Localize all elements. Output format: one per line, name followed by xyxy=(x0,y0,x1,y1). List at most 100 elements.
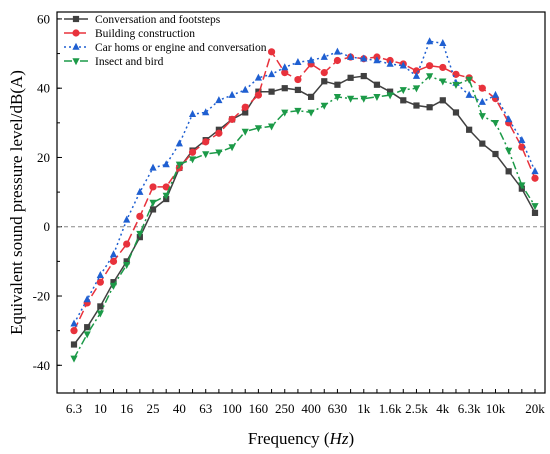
series-line xyxy=(73,75,536,345)
data-point xyxy=(426,73,434,81)
data-point xyxy=(333,47,342,55)
data-point xyxy=(294,75,302,84)
data-point xyxy=(399,61,407,69)
series-4 xyxy=(70,73,539,363)
data-point xyxy=(478,113,486,121)
data-point xyxy=(426,104,433,111)
data-point xyxy=(281,63,289,71)
data-point xyxy=(439,63,447,72)
data-point xyxy=(465,76,473,84)
data-point xyxy=(373,94,381,102)
data-point xyxy=(466,126,473,133)
x-tick-label: 40 xyxy=(173,401,186,416)
data-point xyxy=(320,69,328,77)
x-axis-label-suffix: ) xyxy=(348,429,354,448)
x-tick-label: 20k xyxy=(525,401,545,416)
data-point xyxy=(360,72,367,80)
data-point xyxy=(202,151,210,159)
data-point xyxy=(136,187,144,195)
data-point xyxy=(215,129,223,137)
data-point xyxy=(109,282,118,290)
data-point xyxy=(386,92,394,100)
data-point xyxy=(162,160,170,168)
legend-marker xyxy=(72,15,80,23)
legend-marker xyxy=(72,58,80,66)
data-point xyxy=(70,327,78,335)
data-point xyxy=(531,203,539,211)
legend: Conversation and footsteps Building const… xyxy=(64,14,267,68)
data-point xyxy=(479,140,486,147)
data-point xyxy=(492,150,499,158)
data-point xyxy=(307,93,315,100)
y-tick-label: 40 xyxy=(37,81,50,96)
data-point xyxy=(426,37,434,45)
data-point xyxy=(70,355,78,363)
data-point xyxy=(400,97,407,104)
data-point xyxy=(149,183,157,191)
data-point xyxy=(188,148,197,156)
data-point xyxy=(254,125,262,133)
data-point xyxy=(360,54,368,62)
data-point xyxy=(386,59,394,67)
data-point xyxy=(452,81,460,89)
data-point xyxy=(478,84,486,92)
data-point xyxy=(241,85,249,93)
series-3 xyxy=(70,37,539,327)
data-point xyxy=(96,310,104,318)
data-point xyxy=(123,258,130,265)
data-point xyxy=(83,331,91,339)
data-point xyxy=(426,62,434,70)
x-tick-label: 10 xyxy=(94,401,107,416)
plot-frame xyxy=(56,11,546,394)
x-tick-label: 630 xyxy=(328,401,348,416)
data-point xyxy=(505,115,513,123)
legend-item: Car homs or engine and conversation xyxy=(64,42,267,54)
data-point xyxy=(531,174,539,182)
data-point xyxy=(268,88,275,95)
y-tick-label: -20 xyxy=(33,289,50,304)
data-point xyxy=(84,324,91,331)
legend-marker xyxy=(72,42,80,50)
data-point xyxy=(267,123,276,131)
data-point xyxy=(136,212,144,220)
data-point xyxy=(505,147,513,155)
legend-item: Building construction xyxy=(64,28,195,40)
data-point xyxy=(307,56,315,64)
data-point xyxy=(478,97,486,105)
data-point xyxy=(96,278,104,286)
legend-label: Insect and bird xyxy=(95,56,164,68)
data-point xyxy=(175,139,183,147)
data-point xyxy=(267,70,276,78)
x-tick-label: 250 xyxy=(275,401,295,416)
legend-item: Conversation and footsteps xyxy=(64,14,221,26)
data-point xyxy=(412,85,421,93)
data-point xyxy=(320,102,328,110)
data-point xyxy=(373,56,381,64)
data-point xyxy=(202,108,210,116)
data-point xyxy=(123,240,131,248)
data-point xyxy=(412,67,421,75)
x-tick-label: 6.3 xyxy=(66,401,82,416)
data-point xyxy=(360,95,368,103)
data-point xyxy=(452,109,460,116)
data-point xyxy=(110,279,117,286)
data-point xyxy=(188,156,197,164)
legend-label: Car homs or engine and conversation xyxy=(95,42,267,54)
data-point xyxy=(505,168,512,175)
data-point xyxy=(333,94,342,102)
data-point xyxy=(228,90,236,98)
data-point xyxy=(267,48,276,56)
x-tick-label: 16 xyxy=(120,401,134,416)
data-point xyxy=(333,56,342,65)
y-axis-label: Equivalent sound pressure level/dB(A) xyxy=(7,70,26,335)
series-layer xyxy=(70,37,539,363)
data-point xyxy=(215,96,223,104)
y-tick-label: 60 xyxy=(37,11,50,26)
data-point xyxy=(281,85,288,92)
x-axis-label-unit: Hz xyxy=(329,429,349,448)
x-tick-label: 25 xyxy=(147,401,160,416)
data-point xyxy=(202,138,210,146)
x-tick-label: 400 xyxy=(301,401,321,416)
x-tick-label: 1k xyxy=(357,401,371,416)
x-tick-label: 4k xyxy=(436,401,450,416)
